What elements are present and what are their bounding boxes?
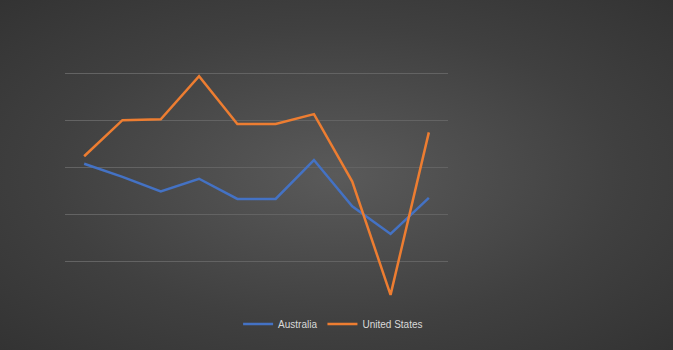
svg-text:Australia: Australia bbox=[278, 319, 317, 330]
svg-text:United States: United States bbox=[362, 319, 422, 330]
